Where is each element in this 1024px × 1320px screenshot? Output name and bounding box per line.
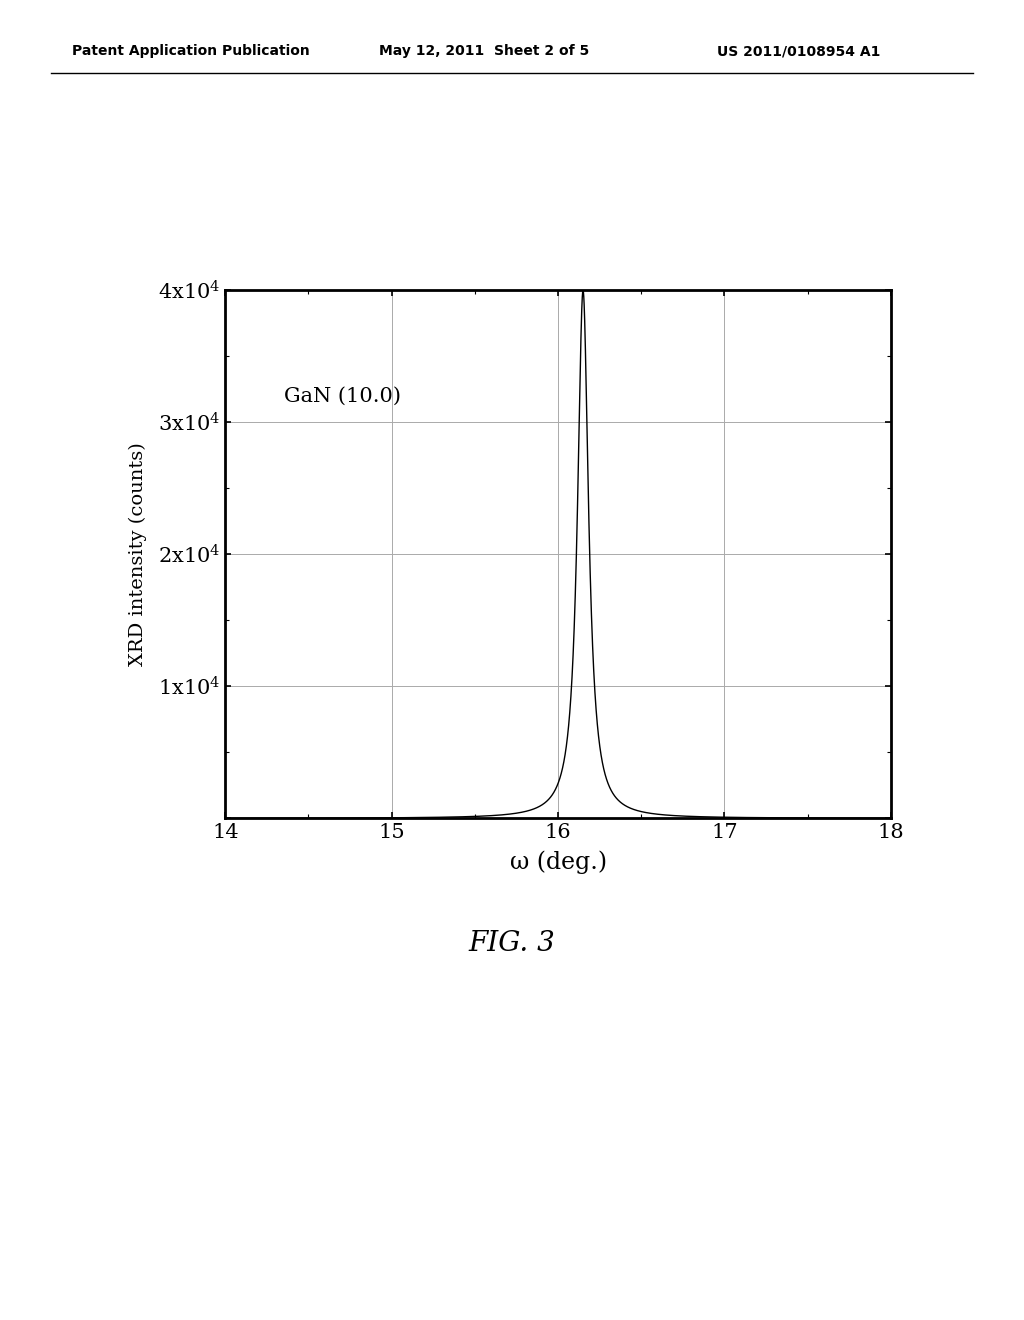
Text: US 2011/0108954 A1: US 2011/0108954 A1 (717, 45, 881, 58)
Text: GaN (10.0): GaN (10.0) (284, 387, 400, 405)
X-axis label: ω (deg.): ω (deg.) (510, 850, 606, 874)
Y-axis label: XRD intensity (counts): XRD intensity (counts) (129, 442, 147, 667)
Text: FIG. 3: FIG. 3 (469, 931, 555, 957)
Text: May 12, 2011  Sheet 2 of 5: May 12, 2011 Sheet 2 of 5 (379, 45, 589, 58)
Text: Patent Application Publication: Patent Application Publication (72, 45, 309, 58)
